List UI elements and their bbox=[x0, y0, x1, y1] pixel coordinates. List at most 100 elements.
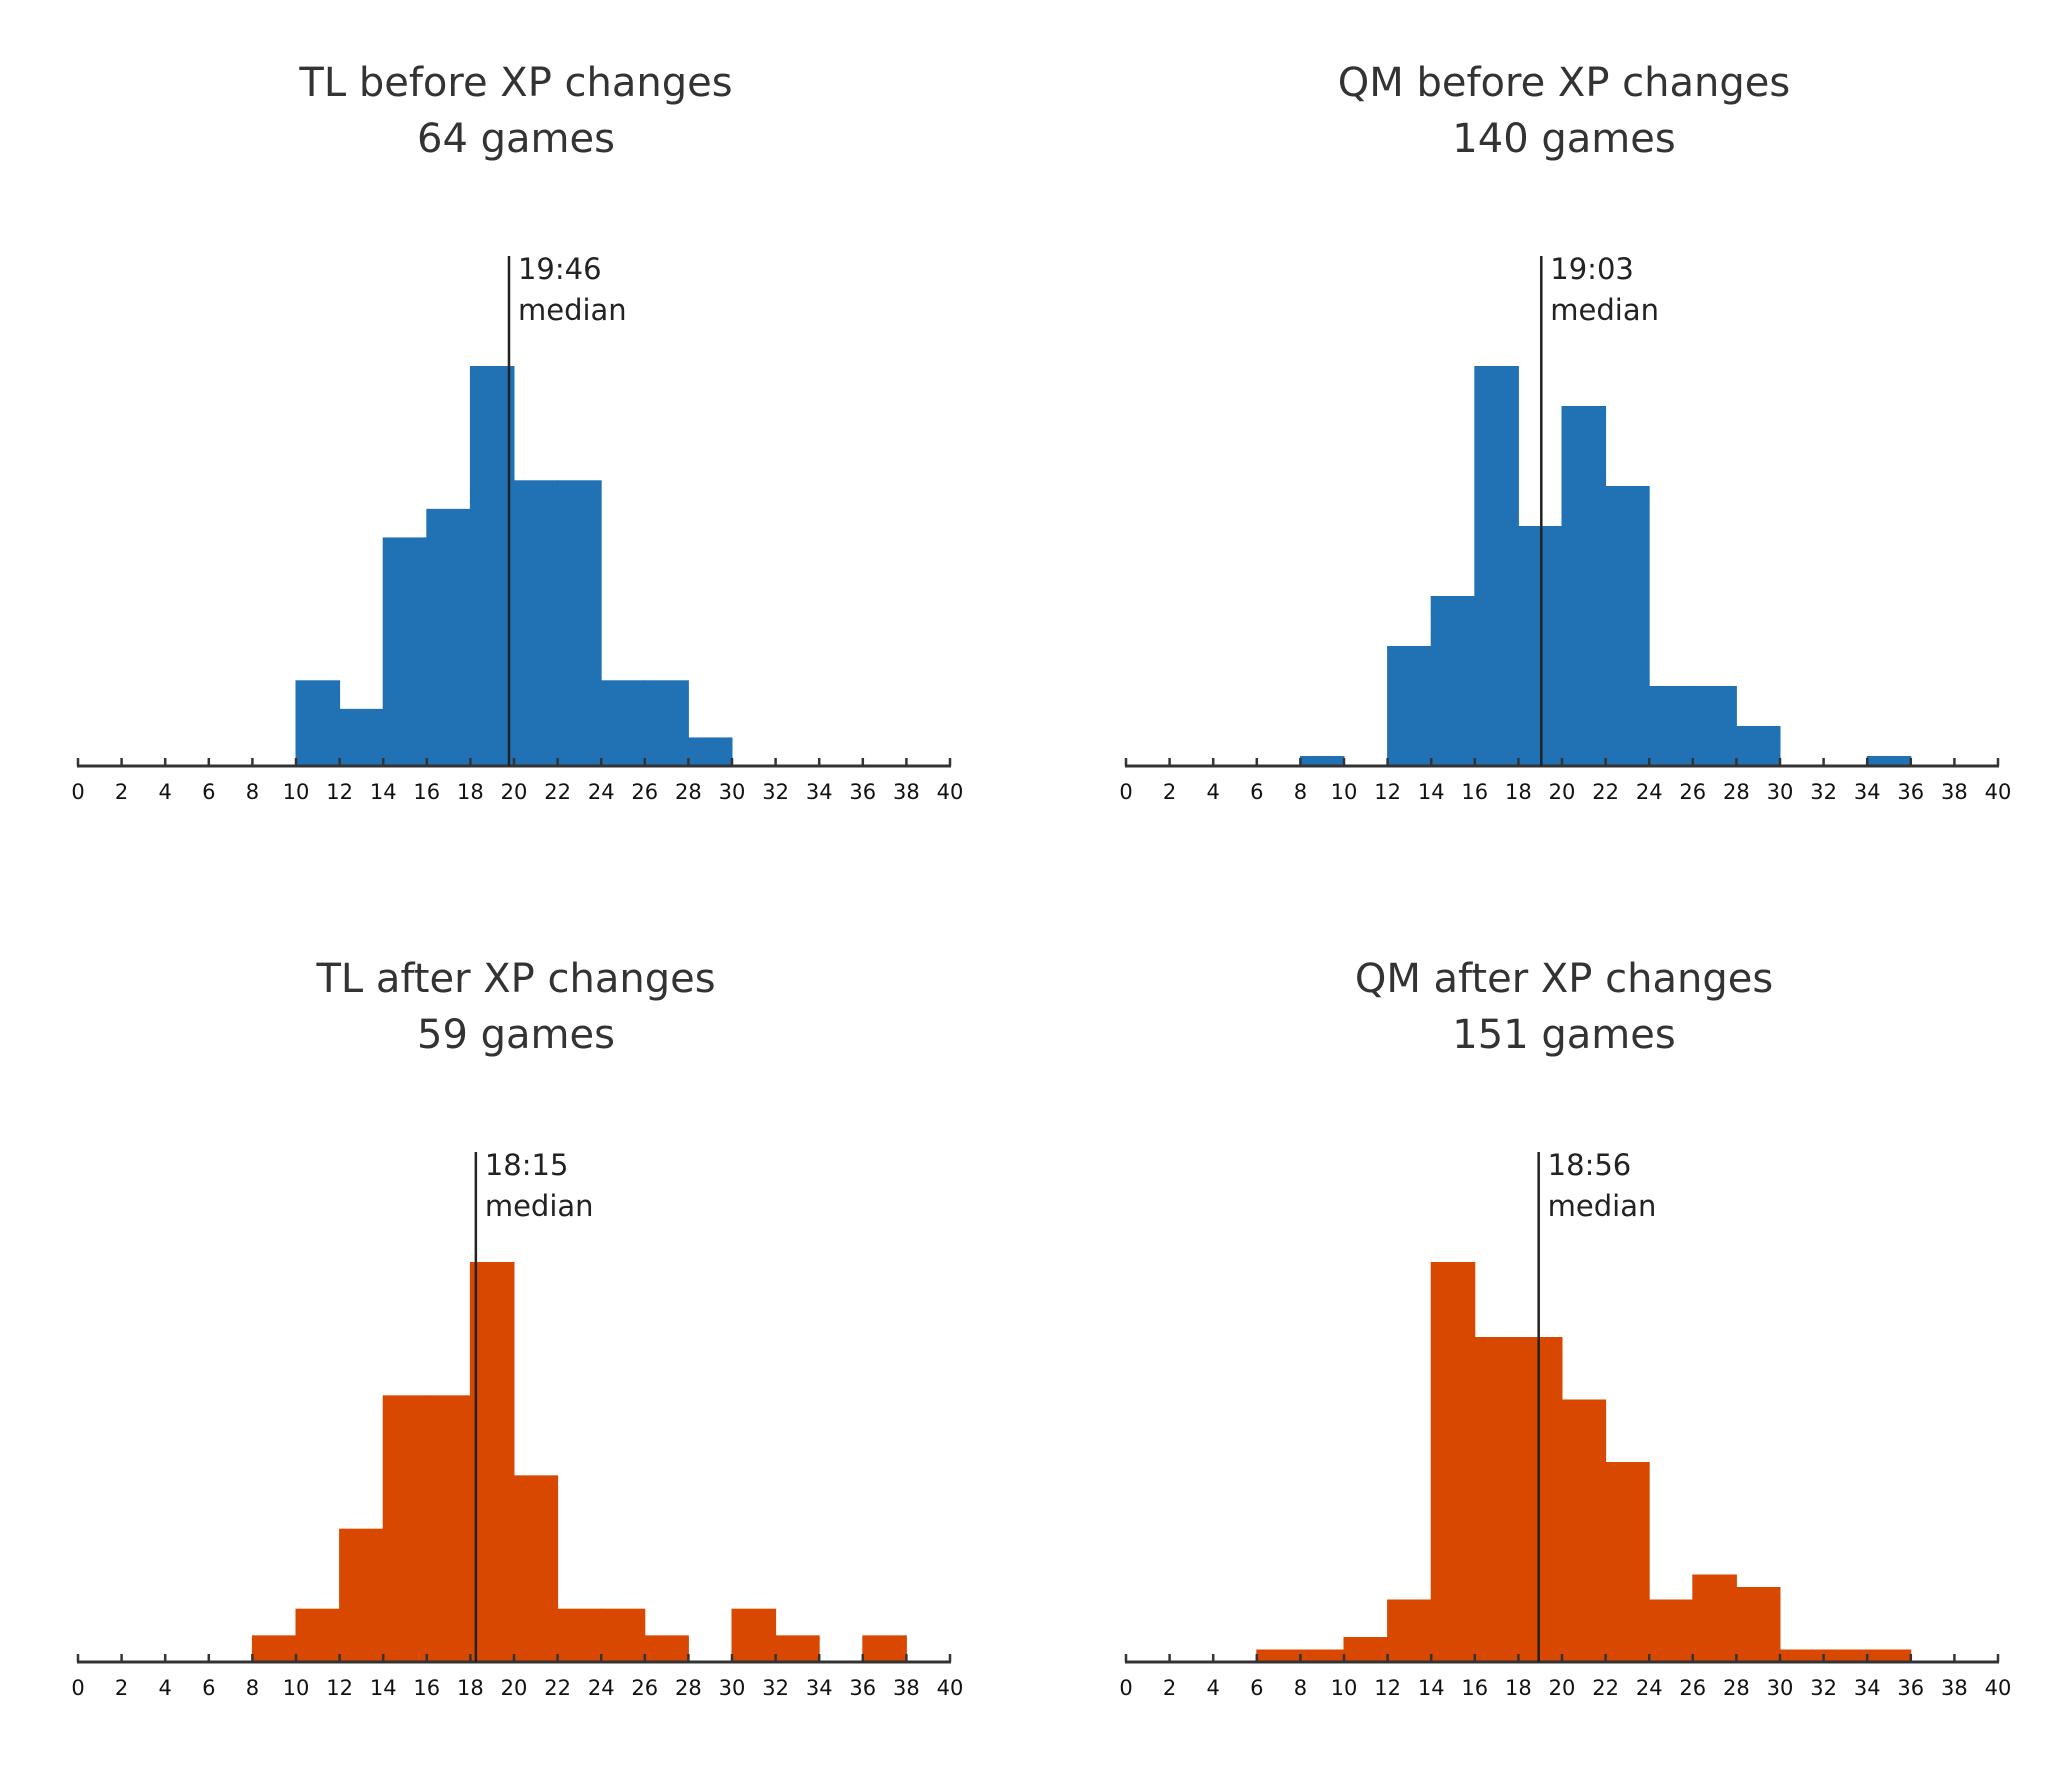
x-tick-label: 10 bbox=[283, 1676, 310, 1700]
x-tick-label: 40 bbox=[937, 1676, 964, 1700]
histogram-bar bbox=[1387, 646, 1432, 766]
histogram-bar bbox=[1735, 1587, 1781, 1662]
x-tick-label: 10 bbox=[1331, 780, 1358, 804]
histogram-tl-after: TL after XP changes 59 games 0 2 4 6 8 10 12 14 16… bbox=[0, 896, 1024, 1792]
x-tick-label: 20 bbox=[501, 1676, 528, 1700]
x-tick-label: 38 bbox=[1941, 780, 1968, 804]
x-tick-label: 16 bbox=[413, 780, 440, 804]
x-tick-label: 4 bbox=[159, 1676, 172, 1700]
histogram-bar bbox=[1692, 1574, 1737, 1662]
x-tick-label: 20 bbox=[1549, 780, 1576, 804]
x-tick-label: 0 bbox=[71, 1676, 84, 1700]
histogram-bar bbox=[1605, 1462, 1650, 1662]
x-tick-label: 0 bbox=[1119, 780, 1132, 804]
x-tick-label: 2 bbox=[1163, 1676, 1176, 1700]
x-tick-label: 16 bbox=[1461, 1676, 1488, 1700]
histogram-bar bbox=[382, 537, 428, 766]
x-tick-label: 40 bbox=[1985, 780, 2012, 804]
histogram-bar bbox=[1648, 1599, 1694, 1662]
histogram-bar bbox=[1561, 406, 1607, 766]
histogram-qm-before: QM before XP changes 140 games 0 2 4 6 8 10 12 14… bbox=[1024, 0, 2048, 896]
x-tick-label: 24 bbox=[588, 780, 615, 804]
x-tick-label: 22 bbox=[1592, 1676, 1619, 1700]
histogram-bar bbox=[1430, 1262, 1476, 1662]
histogram-bar bbox=[1256, 1649, 1301, 1662]
histogram-bar bbox=[339, 708, 384, 766]
histogram-bar bbox=[862, 1635, 907, 1662]
histogram-bar bbox=[426, 508, 471, 766]
histogram-bar bbox=[600, 680, 646, 766]
histogram-tl-before: TL before XP changes 64 games 0 2 4 6 8 10 12 14 1… bbox=[0, 0, 1024, 896]
histogram-bar bbox=[557, 1608, 602, 1662]
x-tick-label: 34 bbox=[1854, 1676, 1881, 1700]
histogram-bar bbox=[426, 1395, 471, 1662]
histogram-bar bbox=[339, 1528, 384, 1662]
x-tick-label: 28 bbox=[1723, 1676, 1750, 1700]
median-text-label: median bbox=[518, 293, 627, 327]
x-tick-label: 22 bbox=[544, 1676, 571, 1700]
x-tick-label: 30 bbox=[1767, 780, 1794, 804]
x-tick-label: 12 bbox=[1374, 1676, 1401, 1700]
x-tick-label: 12 bbox=[326, 780, 353, 804]
x-tick-label: 26 bbox=[1679, 1676, 1706, 1700]
histogram-bar bbox=[382, 1395, 428, 1662]
histogram-bar bbox=[1343, 1637, 1389, 1662]
x-tick-label: 26 bbox=[1679, 780, 1706, 804]
histogram-bar bbox=[687, 737, 733, 766]
x-tick-label: 20 bbox=[1549, 1676, 1576, 1700]
median-value-label: 18:15 bbox=[485, 1148, 569, 1182]
x-tick-label: 30 bbox=[1767, 1676, 1794, 1700]
x-tick-label: 18 bbox=[457, 1676, 484, 1700]
x-tick-label: 6 bbox=[1250, 780, 1263, 804]
x-tick-label: 36 bbox=[1897, 1676, 1924, 1700]
histogram-bar bbox=[644, 1635, 689, 1662]
histogram-bar bbox=[295, 1608, 341, 1662]
x-tick-label: 16 bbox=[1461, 780, 1488, 804]
chart-title: TL before XP changes bbox=[298, 60, 732, 106]
x-tick-label: 32 bbox=[1810, 780, 1837, 804]
chart-title: QM before XP changes bbox=[1338, 60, 1790, 106]
histogram-bar bbox=[1866, 756, 1912, 766]
histogram-bar bbox=[251, 1635, 297, 1662]
histogram-bar bbox=[731, 1608, 777, 1662]
histogram-bar bbox=[1735, 726, 1781, 766]
histogram-bar bbox=[1779, 1649, 1825, 1662]
histogram-bar bbox=[1692, 686, 1737, 766]
x-tick-label: 14 bbox=[370, 1676, 397, 1700]
x-tick-label: 0 bbox=[71, 780, 84, 804]
x-tick-label: 38 bbox=[1941, 1676, 1968, 1700]
histogram-bar bbox=[469, 366, 515, 766]
median-text-label: median bbox=[1548, 1189, 1657, 1223]
x-tick-label: 14 bbox=[370, 780, 397, 804]
chart-title: QM after XP changes bbox=[1355, 956, 1773, 1002]
x-tick-label: 38 bbox=[893, 780, 920, 804]
histogram-bar bbox=[1823, 1649, 1868, 1662]
median-value-label: 19:03 bbox=[1550, 252, 1634, 286]
x-tick-label: 32 bbox=[762, 1676, 789, 1700]
x-tick-label: 28 bbox=[675, 780, 702, 804]
x-tick-label: 36 bbox=[849, 1676, 876, 1700]
histogram-bar bbox=[1605, 486, 1650, 766]
x-tick-label: 36 bbox=[1897, 780, 1924, 804]
x-tick-label: 4 bbox=[159, 780, 172, 804]
histogram-bar bbox=[1474, 366, 1519, 766]
x-tick-label: 8 bbox=[1294, 1676, 1307, 1700]
x-tick-label: 8 bbox=[246, 780, 259, 804]
x-tick-label: 36 bbox=[849, 780, 876, 804]
x-tick-label: 18 bbox=[1505, 1676, 1532, 1700]
histogram-bar bbox=[1561, 1399, 1607, 1662]
chart-title: TL after XP changes bbox=[315, 956, 715, 1002]
x-tick-label: 34 bbox=[806, 1676, 833, 1700]
histogram-bar bbox=[1430, 596, 1476, 766]
x-tick-label: 24 bbox=[1636, 1676, 1663, 1700]
histogram-bar bbox=[1299, 1649, 1345, 1662]
x-tick-label: 0 bbox=[1119, 1676, 1132, 1700]
x-tick-label: 30 bbox=[719, 1676, 746, 1700]
x-tick-label: 32 bbox=[1810, 1676, 1837, 1700]
x-tick-label: 38 bbox=[893, 1676, 920, 1700]
x-tick-label: 12 bbox=[326, 1676, 353, 1700]
